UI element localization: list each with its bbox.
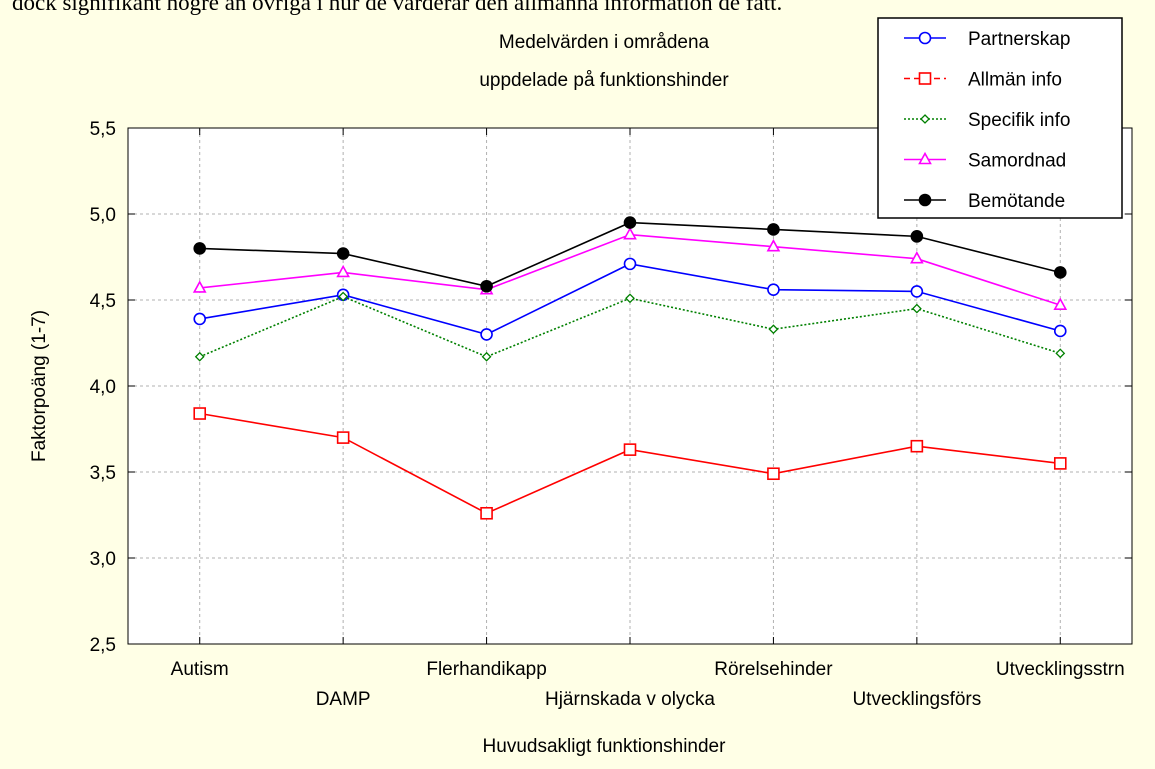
marker xyxy=(1055,348,1066,359)
marker xyxy=(1053,457,1067,470)
legend-label: Bemötande xyxy=(968,191,1065,212)
marker xyxy=(918,151,932,165)
marker xyxy=(910,439,924,453)
marker xyxy=(336,264,350,278)
marker xyxy=(193,312,207,326)
y-axis-label: Faktorpoäng (1-7) xyxy=(29,310,50,462)
marker xyxy=(910,251,924,264)
y-tick-label: 3,5 xyxy=(90,463,116,484)
marker xyxy=(336,431,350,444)
marker xyxy=(1053,297,1068,310)
marker xyxy=(623,216,637,229)
x-axis-label: Huvudsakligt funktionshinder xyxy=(483,736,727,757)
x-tick-label: DAMP xyxy=(316,689,371,710)
marker xyxy=(194,351,205,362)
marker xyxy=(1053,324,1067,338)
marker xyxy=(910,230,924,243)
marker xyxy=(767,283,780,296)
marker xyxy=(918,72,932,85)
marker xyxy=(193,242,207,255)
marker xyxy=(192,280,207,293)
marker xyxy=(338,291,349,302)
legend-label: Allmän info xyxy=(968,70,1062,91)
x-tick-label: Autism xyxy=(171,659,229,680)
marker xyxy=(1053,266,1067,279)
marker xyxy=(336,247,350,260)
marker xyxy=(193,407,207,420)
marker xyxy=(625,293,635,304)
marker xyxy=(480,506,493,520)
x-tick-label: Flerhandikapp xyxy=(426,659,546,680)
header-text: dock signifikant högre än övriga i hur d… xyxy=(12,0,782,15)
legend-label: Partnerskap xyxy=(968,29,1070,50)
y-tick-label: 5,0 xyxy=(90,205,116,226)
y-tick-label: 3,0 xyxy=(90,549,116,570)
x-tick-label: Hjärnskada v olycka xyxy=(545,689,715,710)
y-tick-label: 5,5 xyxy=(90,119,116,140)
marker xyxy=(920,114,930,124)
marker xyxy=(480,279,493,293)
marker xyxy=(623,226,637,240)
x-tick-label: Rörelsehinder xyxy=(714,659,833,680)
marker xyxy=(623,443,637,456)
legend-box xyxy=(877,17,1123,219)
chart-title: Medelvärden i områdena xyxy=(499,32,710,53)
y-tick-label: 4,5 xyxy=(90,291,116,312)
chart-subtitle: uppdelade på funktionshinder xyxy=(479,70,729,91)
y-tick-label: 4,0 xyxy=(90,377,116,398)
marker xyxy=(480,328,493,341)
legend-label: Samordnad xyxy=(968,151,1066,172)
marker xyxy=(918,193,932,207)
marker xyxy=(911,303,922,314)
marker xyxy=(767,467,780,481)
x-tick-label: Utvecklingsstrn xyxy=(996,659,1125,680)
legend-label: Specifik info xyxy=(968,110,1070,131)
y-tick-label: 2,5 xyxy=(90,635,116,656)
marker xyxy=(918,31,932,45)
marker xyxy=(767,223,780,236)
marker xyxy=(910,285,924,298)
marker xyxy=(768,324,779,335)
marker xyxy=(766,239,781,252)
x-tick-label: Utvecklingsförs xyxy=(852,689,981,710)
marker xyxy=(623,257,637,271)
marker xyxy=(481,351,492,362)
